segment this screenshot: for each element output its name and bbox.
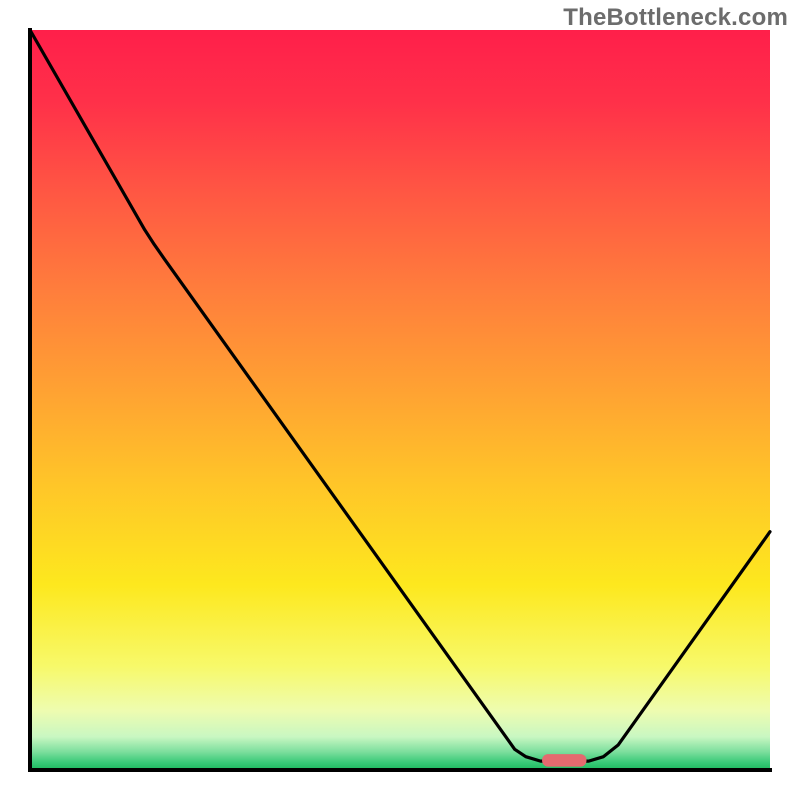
gradient-background [30, 30, 770, 770]
watermark-text: TheBottleneck.com [563, 4, 788, 32]
optimum-marker [542, 754, 586, 767]
bottleneck-chart: TheBottleneck.com [0, 0, 800, 800]
chart-svg [0, 0, 800, 800]
